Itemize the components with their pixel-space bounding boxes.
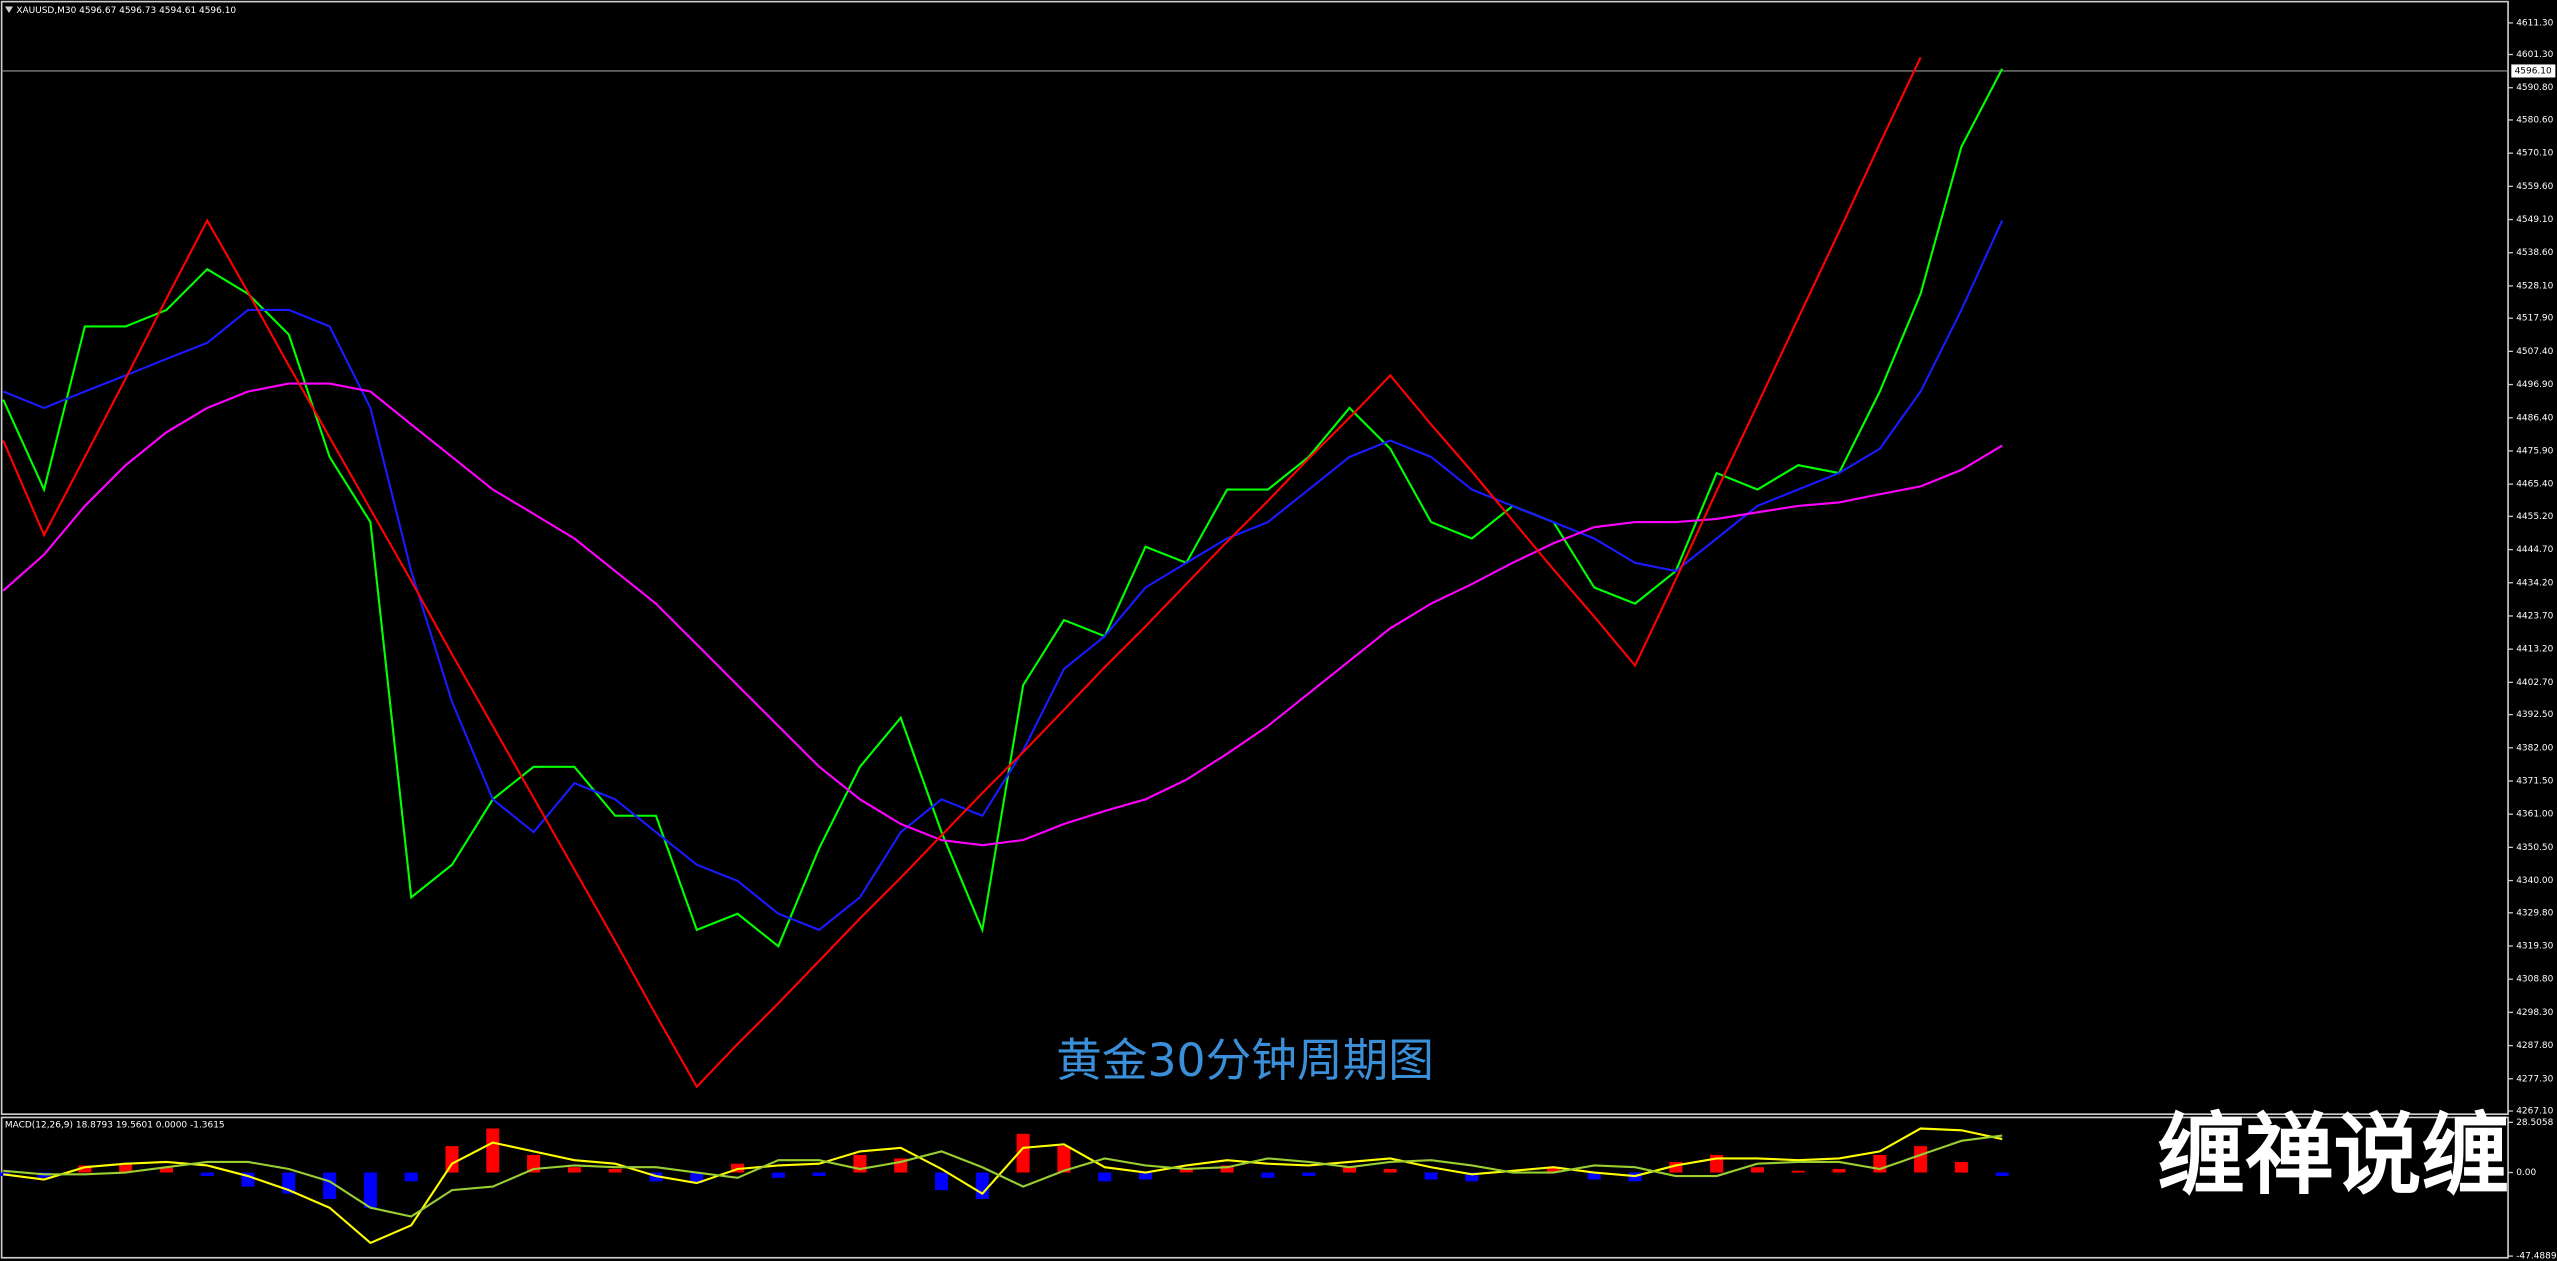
y-tick-label: 4402.70 — [2516, 678, 2553, 688]
macd-title: MACD(12,26,9) 18.8793 19.5601 0.0000 -1.… — [5, 1120, 225, 1130]
histogram-bar — [363, 1172, 377, 1208]
histogram-bar — [1098, 1172, 1112, 1182]
y-tick-label: 4277.30 — [2516, 1074, 2553, 1084]
y-tick-label: 4601.30 — [2516, 50, 2553, 60]
histogram-bar — [159, 1167, 173, 1173]
histogram-bar — [1302, 1172, 1316, 1177]
histogram-bar — [1220, 1165, 1234, 1173]
y-tick-label: 4287.80 — [2516, 1041, 2553, 1051]
y-tick-label: 4382.00 — [2516, 743, 2553, 753]
y-tick-label: 4528.10 — [2516, 281, 2553, 291]
price-label: 4596.10 — [2515, 66, 2552, 76]
y-tick-label: 4423.70 — [2516, 611, 2553, 621]
y-tick-label: 4496.90 — [2516, 380, 2553, 390]
histogram-bar — [1995, 1172, 2009, 1177]
y-tick-label: 4538.60 — [2516, 248, 2553, 258]
y-tick-label: 4350.50 — [2516, 843, 2553, 853]
y-tick-label: 4267.10 — [2516, 1107, 2553, 1117]
menu-arrow — [4, 6, 14, 14]
y-tick-label: 4340.00 — [2516, 876, 2553, 886]
series-line — [2, 382, 2003, 847]
y-tick-label: 4549.10 — [2516, 215, 2553, 225]
y-tick-label: 4371.50 — [2516, 776, 2553, 786]
y-tick-label: 4559.60 — [2516, 182, 2553, 192]
y-tick-label: 4329.80 — [2516, 908, 2553, 918]
price-label-box — [2511, 64, 2556, 78]
series-line — [3, 1134, 2003, 1218]
annotation: 黄金30分钟周期图 — [1056, 1034, 1434, 1087]
histogram-bar — [200, 1172, 214, 1177]
histogram-bar — [1914, 1146, 1928, 1173]
histogram-bar — [445, 1146, 459, 1173]
histogram-bar — [935, 1172, 949, 1191]
y-tick-label: 4475.90 — [2516, 446, 2553, 456]
histogram-bar — [975, 1172, 989, 1199]
y-tick-label: 4580.60 — [2516, 115, 2553, 125]
histogram-bar — [608, 1168, 622, 1173]
histogram-bar — [404, 1172, 418, 1182]
series-line — [2, 68, 2004, 949]
histogram-bar — [1954, 1161, 1968, 1173]
histogram-bar — [1465, 1172, 1479, 1182]
y-tick-label: 4517.90 — [2516, 314, 2553, 324]
histogram-bar — [1179, 1168, 1193, 1173]
y-tick-label: 4507.40 — [2516, 347, 2553, 357]
histogram-bar — [1791, 1170, 1805, 1173]
histogram-bar — [690, 1172, 704, 1184]
histogram-bar — [1832, 1168, 1846, 1173]
histogram-bar — [486, 1128, 500, 1173]
histogram-bar — [323, 1172, 337, 1199]
y-tick-label: 4298.30 — [2516, 1008, 2553, 1018]
y-tick-label: 4611.30 — [2516, 18, 2553, 28]
histogram-bar — [1669, 1161, 1683, 1173]
y-tick-label: -47.4889 — [2516, 1252, 2557, 1261]
watermark: 缠禅说缠 — [2157, 1103, 2509, 1206]
series-line — [2, 220, 2004, 932]
y-tick-label: 4444.70 — [2516, 545, 2553, 555]
histogram-bar — [1342, 1167, 1357, 1173]
histogram-bar — [812, 1172, 826, 1177]
histogram-bar — [771, 1172, 785, 1178]
histogram-bar — [1261, 1172, 1275, 1178]
y-tick-label: 4413.20 — [2516, 645, 2553, 655]
macd-panel-frame — [0, 1116, 2509, 1259]
histogram-bar — [1750, 1167, 1764, 1173]
histogram-bar — [1016, 1133, 1030, 1173]
series-line — [2, 56, 1922, 1089]
y-tick-label: 4465.40 — [2516, 480, 2553, 490]
histogram-bar — [1383, 1168, 1397, 1173]
histogram-bar — [1424, 1172, 1438, 1180]
y-tick-label: 4590.80 — [2516, 83, 2553, 93]
y-tick-label: 0.00 — [2516, 1168, 2536, 1178]
y-tick-label: 4319.30 — [2516, 942, 2553, 952]
main-panel-frame — [0, 0, 2509, 1115]
y-tick-label: 4361.00 — [2516, 810, 2553, 820]
histogram-bar — [1138, 1172, 1153, 1180]
series-line — [3, 1127, 2003, 1245]
histogram-bar — [1587, 1172, 1601, 1180]
y-tick-label: 4308.80 — [2516, 975, 2553, 985]
chart-title: XAUUSD,M30 4596.67 4596.73 4594.61 4596.… — [16, 6, 236, 16]
y-tick-label: 28.5058 — [2516, 1118, 2553, 1128]
histogram-bar — [1546, 1167, 1560, 1173]
y-tick-label: 4486.40 — [2516, 413, 2553, 423]
histogram-bar — [1057, 1146, 1071, 1173]
histogram-bar — [119, 1163, 133, 1173]
y-tick-label: 4570.10 — [2516, 149, 2553, 159]
y-tick-label: 4434.20 — [2516, 578, 2553, 588]
y-tick-label: 4392.50 — [2516, 710, 2553, 720]
histogram-bar — [567, 1167, 581, 1173]
y-tick-label: 4455.20 — [2516, 512, 2553, 522]
histogram-bar — [78, 1165, 92, 1173]
